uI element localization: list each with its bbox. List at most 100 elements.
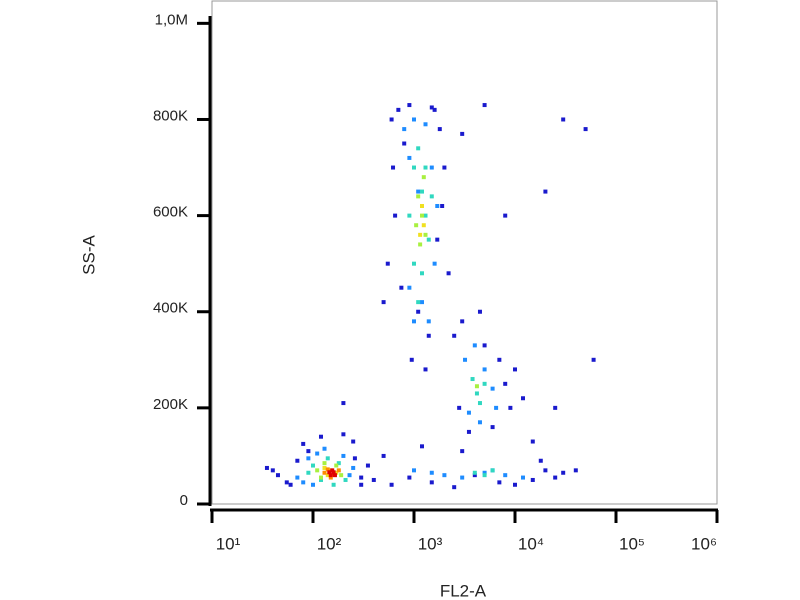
point (460, 131, 465, 136)
point (477, 420, 482, 425)
point (435, 203, 440, 208)
point (423, 367, 428, 372)
point (351, 439, 356, 444)
point (336, 461, 341, 466)
y-tick-label: 400K (153, 300, 188, 317)
point (359, 475, 364, 480)
y-tick-label: 200K (153, 396, 188, 413)
point (407, 475, 412, 480)
point (419, 203, 424, 208)
point (474, 384, 479, 389)
point (452, 333, 457, 338)
point (553, 475, 558, 480)
point (426, 333, 431, 338)
point (472, 343, 477, 348)
point (334, 463, 339, 468)
point (331, 470, 336, 475)
point (416, 309, 421, 314)
point (284, 480, 289, 485)
point (472, 470, 477, 475)
point (325, 467, 330, 472)
point (538, 458, 543, 463)
point (429, 470, 434, 475)
point (295, 475, 300, 480)
point (301, 441, 306, 446)
point (419, 189, 424, 194)
point (322, 465, 327, 470)
point (466, 410, 471, 415)
point (341, 401, 346, 406)
point (446, 271, 451, 276)
point (423, 122, 428, 127)
y-tick-label: 1,0M (155, 11, 188, 28)
point (391, 165, 396, 170)
point (497, 480, 502, 485)
point (460, 475, 465, 480)
point (503, 381, 508, 386)
point (553, 405, 558, 410)
point (573, 468, 578, 473)
point (396, 107, 401, 112)
point (440, 203, 445, 208)
point (482, 381, 487, 386)
point (264, 465, 269, 470)
x-tick-label: 10² (317, 534, 342, 553)
x-tick-label: 10⁵ (619, 534, 645, 553)
point (393, 213, 398, 218)
point (477, 401, 482, 406)
point (407, 213, 412, 218)
point (423, 165, 428, 170)
point (460, 449, 465, 454)
point (472, 473, 477, 478)
x-tick-label: 10⁴ (518, 534, 544, 553)
point (416, 189, 421, 194)
point (503, 213, 508, 218)
point (508, 405, 513, 410)
point (414, 223, 419, 228)
point (402, 141, 407, 146)
point (402, 127, 407, 132)
point (389, 482, 394, 487)
point (334, 470, 339, 475)
point (419, 213, 424, 218)
point (322, 470, 327, 475)
point (543, 189, 548, 194)
point (418, 242, 423, 247)
point (328, 473, 333, 478)
point (327, 470, 332, 475)
point (416, 300, 421, 305)
y-tick-label: 800K (153, 107, 188, 124)
point (482, 473, 487, 478)
point (341, 432, 346, 437)
point (423, 232, 428, 237)
x-tick-label: 10⁶ (691, 534, 717, 553)
plot-frame (211, 0, 718, 505)
point (332, 473, 337, 478)
point (482, 367, 487, 372)
point (306, 456, 311, 461)
point (442, 165, 447, 170)
point (530, 439, 535, 444)
point (457, 405, 462, 410)
point (306, 449, 311, 454)
point (429, 165, 434, 170)
point (477, 309, 482, 314)
point (412, 468, 416, 473)
point (432, 107, 437, 112)
y-tick-label: 600K (153, 204, 188, 221)
point (409, 357, 414, 362)
point (490, 386, 495, 391)
point (336, 468, 341, 473)
point (482, 470, 487, 475)
point (412, 117, 416, 122)
x-tick-label: 10³ (418, 534, 443, 553)
point (318, 475, 323, 480)
point (295, 458, 300, 463)
point (389, 117, 394, 122)
point (407, 285, 412, 290)
point (315, 451, 320, 456)
point (452, 485, 457, 490)
point (429, 480, 434, 485)
point (407, 155, 412, 160)
point (412, 261, 416, 266)
